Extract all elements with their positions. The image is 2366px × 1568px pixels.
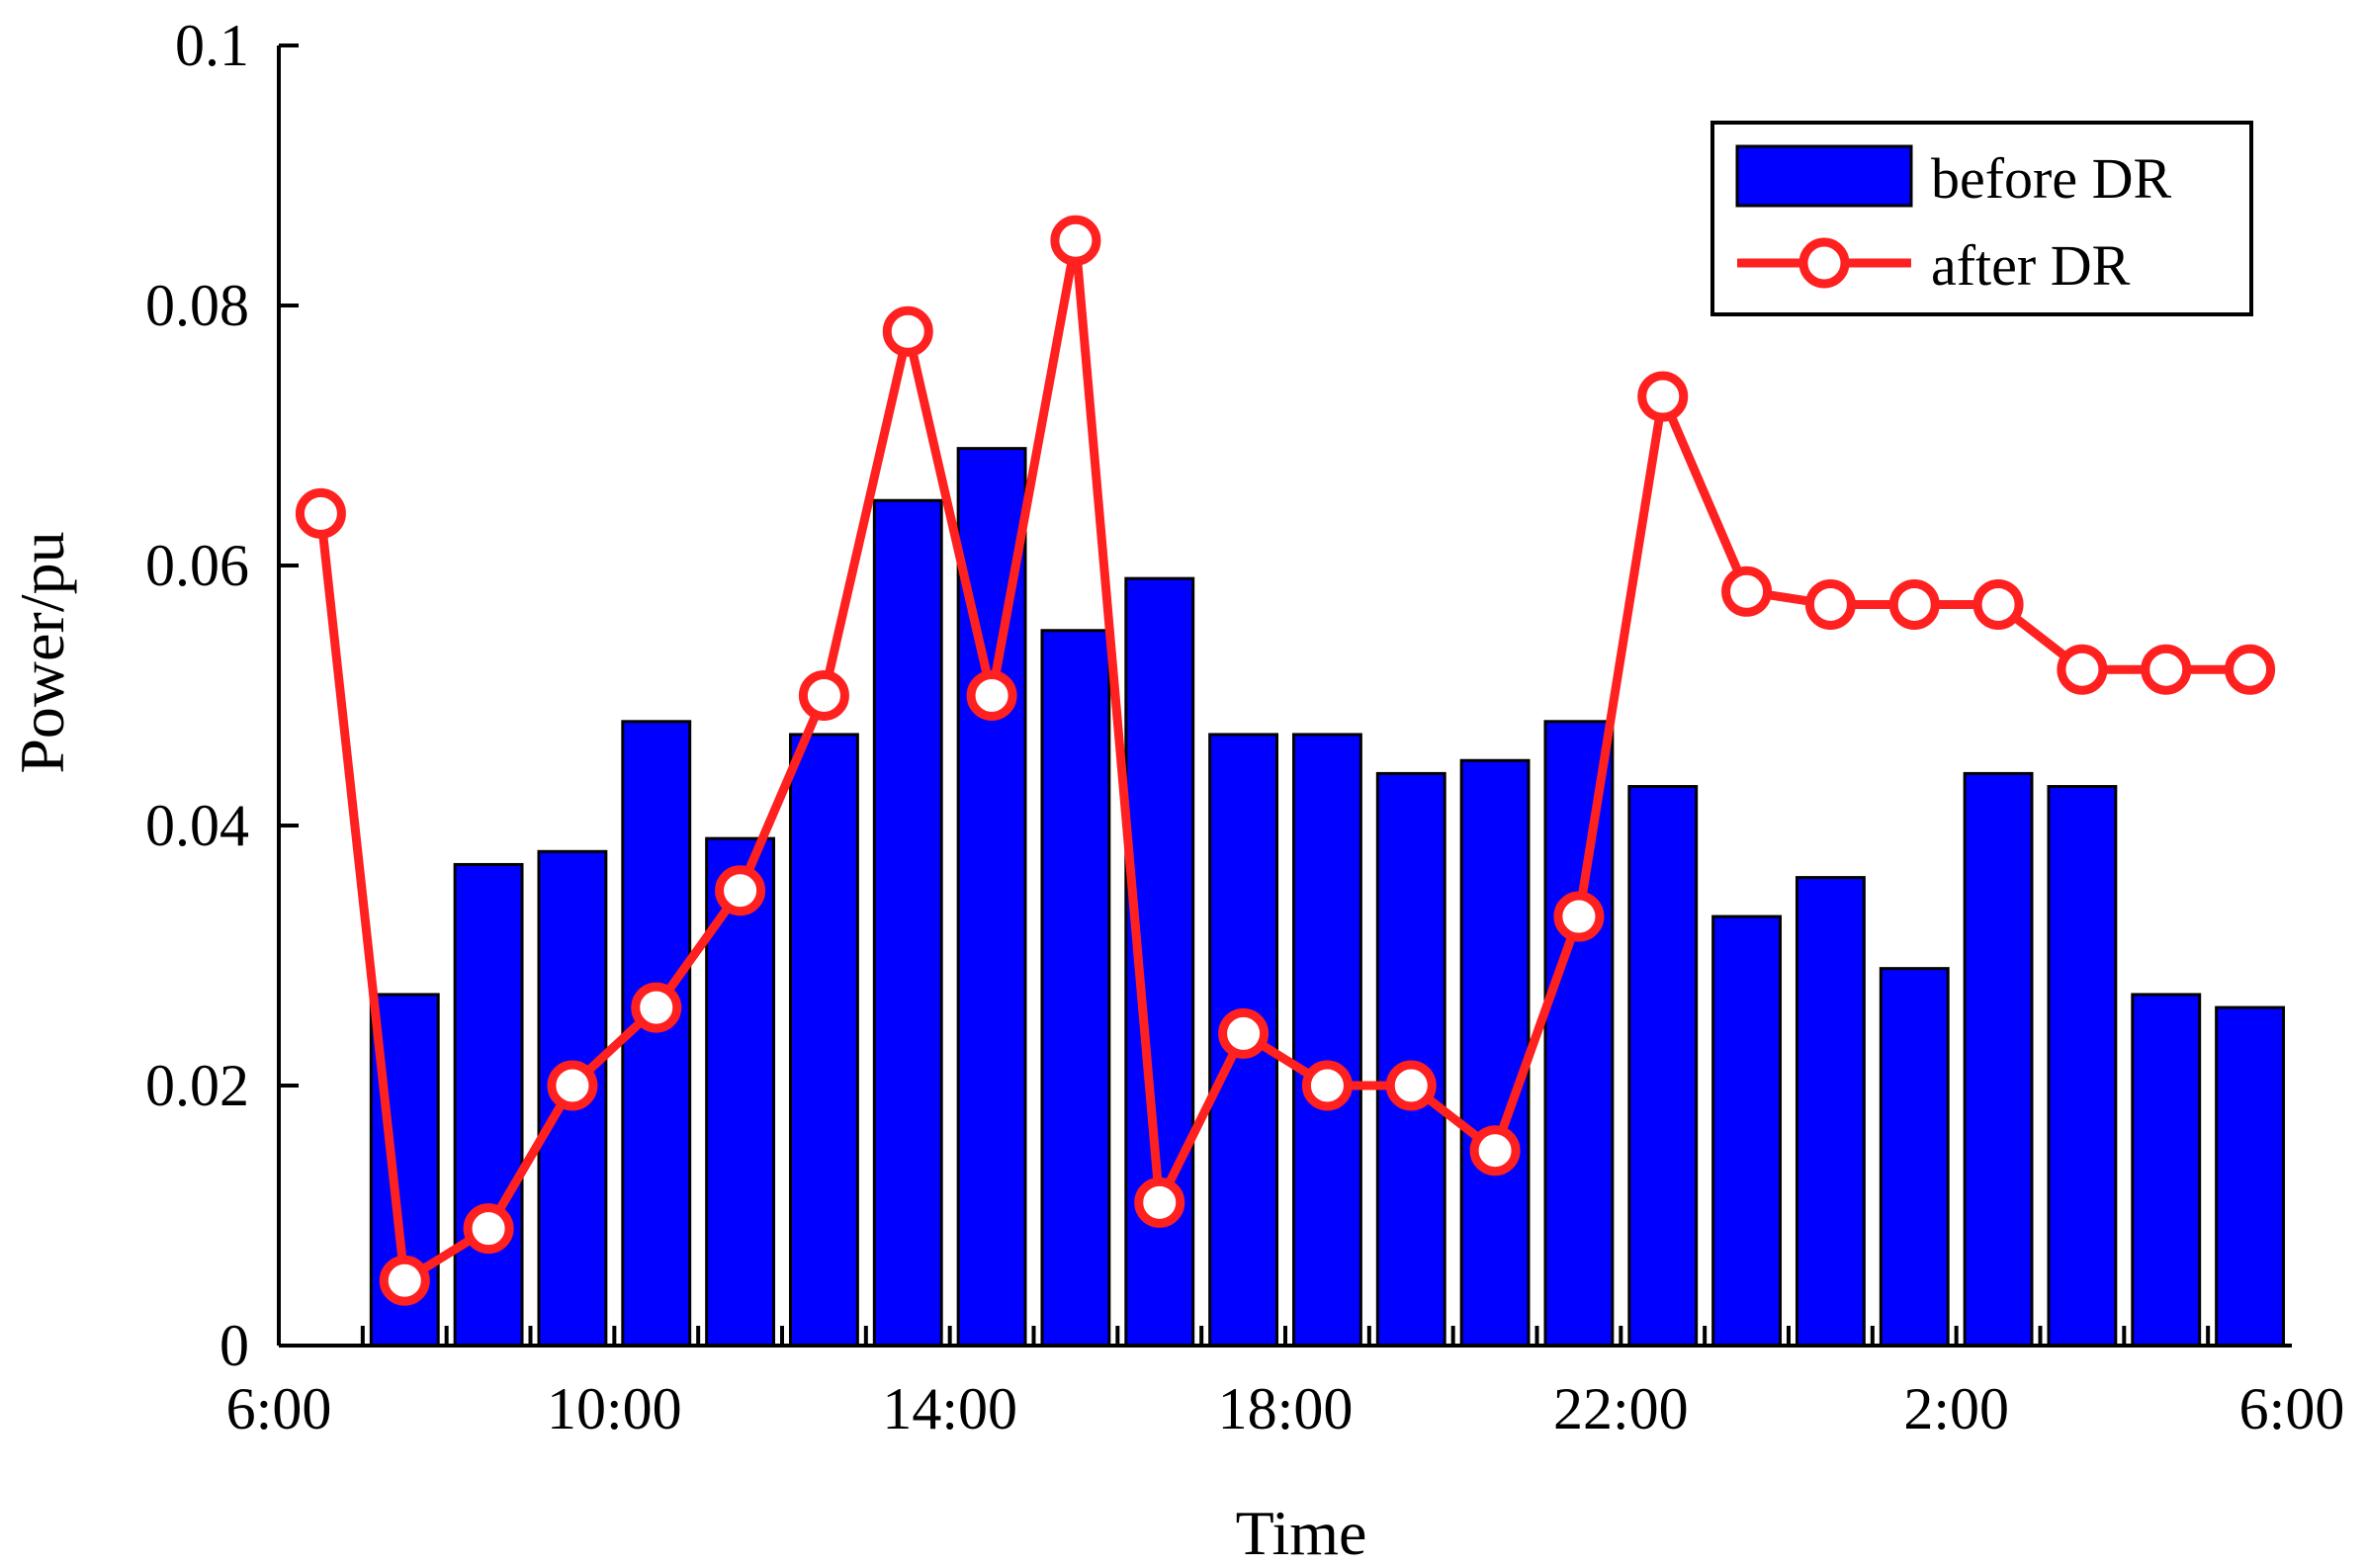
- legend-swatch-before-dr: [1735, 144, 1913, 208]
- axes: 0 0.02 0.04 0.06 0.08 0.1 6:00 10:00 14:00 18:00 2…: [145, 13, 2344, 1441]
- y-tick-label: 0.1: [175, 13, 249, 78]
- after-dr-series: [295, 215, 2276, 1306]
- point-after-dr-10: [1050, 215, 1101, 266]
- bar-before-dr-23: [2131, 993, 2202, 1348]
- point-after-dr-1: [295, 487, 346, 539]
- y-tick-label: 0.02: [145, 1053, 249, 1118]
- y-axis-title: Power/pu: [7, 531, 77, 773]
- point-after-dr-8: [882, 305, 933, 357]
- y-tick-label: 0.04: [145, 793, 249, 858]
- legend-marker-after-dr: [1798, 237, 1850, 289]
- x-axis-title: Time: [1236, 1498, 1367, 1568]
- point-after-dr-6: [715, 865, 766, 916]
- x-tick-label: 6:00: [2239, 1376, 2345, 1441]
- bar-before-dr-22: [2047, 785, 2118, 1348]
- y-tick-label: 0.08: [145, 273, 249, 338]
- point-after-dr-20: [1888, 578, 1940, 630]
- point-after-dr-5: [631, 982, 682, 1033]
- point-after-dr-21: [1972, 578, 2024, 630]
- bar-before-dr-7: [788, 733, 859, 1348]
- bar-before-dr-3: [453, 862, 524, 1348]
- bar-before-dr-21: [1963, 771, 2034, 1348]
- bar-before-dr-17: [1627, 785, 1699, 1348]
- bar-before-dr-18: [1711, 915, 1783, 1348]
- bar-before-dr-24: [2215, 1005, 2286, 1348]
- point-after-dr-16: [1553, 891, 1605, 942]
- bar-before-dr-16: [1543, 720, 1615, 1348]
- point-after-dr-23: [2141, 644, 2192, 695]
- x-tick-label: 14:00: [882, 1376, 1017, 1441]
- bar-before-dr-13: [1291, 733, 1362, 1348]
- bar-before-dr-14: [1375, 771, 1446, 1348]
- bar-before-dr-19: [1795, 876, 1866, 1348]
- point-after-dr-15: [1469, 1125, 1521, 1176]
- point-after-dr-2: [379, 1255, 430, 1306]
- x-tick-label: 6:00: [226, 1376, 332, 1441]
- bar-before-dr-8: [872, 498, 943, 1348]
- x-tick-label: 2:00: [1903, 1376, 2009, 1441]
- point-after-dr-4: [547, 1060, 598, 1111]
- after-dr-line: [315, 235, 2250, 1285]
- bars-layer: [285, 447, 2286, 1348]
- x-tick-label: 10:00: [547, 1376, 682, 1441]
- point-after-dr-19: [1804, 578, 1856, 630]
- bar-before-dr-10: [1040, 629, 1111, 1348]
- point-after-dr-9: [966, 670, 1017, 721]
- y-tick-label: 0.06: [145, 533, 249, 598]
- bar-before-dr-15: [1459, 758, 1531, 1348]
- point-after-dr-14: [1385, 1060, 1437, 1111]
- bar-before-dr-20: [1879, 967, 1950, 1348]
- x-tick-label: 18:00: [1218, 1376, 1354, 1441]
- legend-label-after-dr: after DR: [1931, 233, 2131, 298]
- point-after-dr-7: [798, 670, 849, 721]
- point-after-dr-3: [463, 1203, 514, 1255]
- y-tick-label: 0: [219, 1313, 249, 1378]
- point-after-dr-11: [1134, 1176, 1185, 1228]
- legend-label-before-dr: before DR: [1931, 146, 2172, 211]
- point-after-dr-12: [1218, 1007, 1270, 1059]
- point-after-dr-17: [1637, 371, 1689, 422]
- legend: before DR after DR: [1710, 121, 2253, 316]
- point-after-dr-24: [2225, 644, 2276, 695]
- point-after-dr-18: [1721, 566, 1773, 617]
- point-after-dr-22: [2057, 644, 2108, 695]
- x-tick-label: 22:00: [1553, 1376, 1689, 1441]
- point-after-dr-13: [1301, 1060, 1353, 1111]
